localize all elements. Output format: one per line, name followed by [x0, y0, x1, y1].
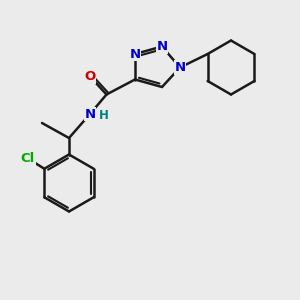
- Text: O: O: [84, 70, 96, 83]
- Text: N: N: [84, 107, 96, 121]
- Text: H: H: [99, 109, 108, 122]
- Text: N: N: [156, 40, 168, 53]
- Text: Cl: Cl: [21, 152, 35, 165]
- Text: N: N: [129, 47, 141, 61]
- Text: N: N: [174, 61, 186, 74]
